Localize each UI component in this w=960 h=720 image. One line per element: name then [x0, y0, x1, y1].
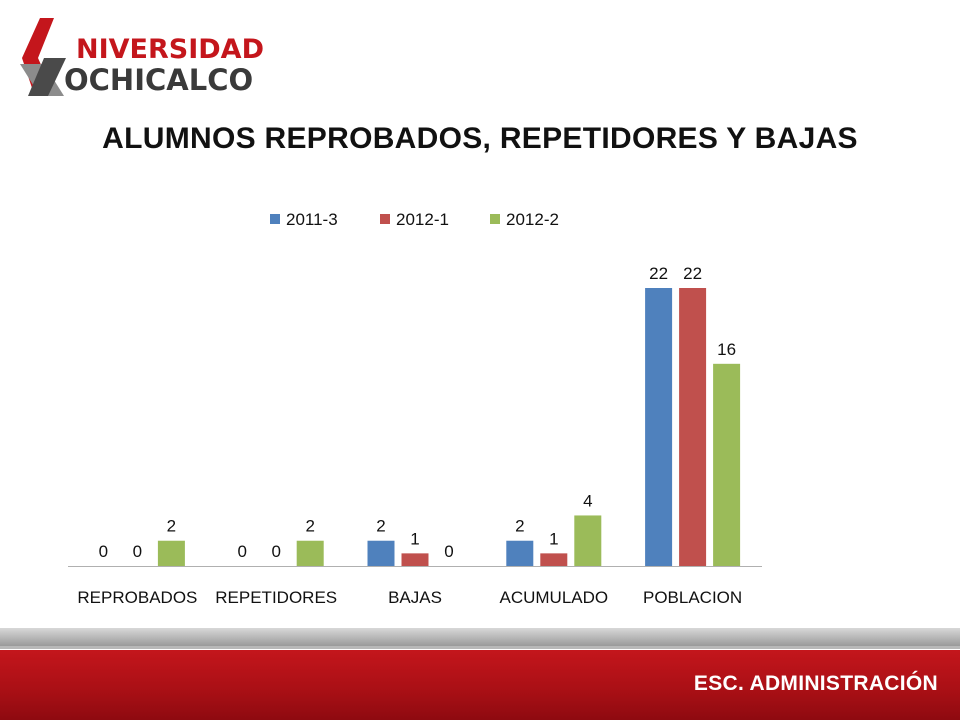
bar-acumulado-2011-3 [506, 540, 534, 566]
legend-label-2011-3: 2011-3 [286, 210, 338, 229]
footer-bar [0, 650, 960, 720]
footer-divider [0, 646, 960, 649]
x-tick-poblacion: POBLACION [643, 588, 742, 607]
footer-label: ESC. ADMINISTRACIÓN [693, 672, 938, 695]
logo-line1: NIVERSIDAD [76, 34, 264, 65]
logo-line2: OCHICALCO [64, 63, 253, 97]
legend-label-2012-2: 2012-2 [506, 210, 559, 229]
data-label-repetidores-2011-3: 0 [237, 542, 246, 561]
data-label-acumulado-2012-1: 1 [549, 529, 558, 548]
bar-poblacion-2012-2 [713, 363, 741, 566]
page-title: ALUMNOS REPROBADOS, REPETIDORES Y BAJAS [102, 122, 858, 155]
data-label-reprobados-2012-2: 2 [167, 517, 176, 536]
footer-gray-band [0, 628, 960, 646]
legend-swatch-2011-3 [270, 214, 280, 224]
bar-acumulado-2012-2 [574, 515, 602, 566]
x-tick-bajas: BAJAS [388, 588, 442, 607]
bar-acumulado-2012-1 [540, 553, 568, 566]
data-label-acumulado-2011-3: 2 [515, 517, 524, 536]
data-label-bajas-2012-1: 1 [410, 529, 419, 548]
bar-bajas-2012-1 [401, 553, 429, 566]
data-label-reprobados-2011-3: 0 [99, 542, 108, 561]
data-label-repetidores-2012-1: 0 [271, 542, 280, 561]
bar-poblacion-2012-1 [679, 288, 707, 566]
bar-reprobados-2012-2 [157, 540, 185, 566]
data-label-bajas-2011-3: 2 [376, 517, 385, 536]
x-tick-acumulado: ACUMULADO [499, 588, 608, 607]
bar-bajas-2011-3 [367, 540, 395, 566]
chart-bars [157, 288, 741, 566]
data-label-poblacion-2011-3: 22 [649, 264, 668, 283]
data-label-reprobados-2012-1: 0 [133, 542, 142, 561]
x-tick-repetidores: REPETIDORES [215, 588, 337, 607]
x-tick-reprobados: REPROBADOS [77, 588, 197, 607]
legend-label-2012-1: 2012-1 [396, 210, 449, 229]
chart-legend: 2011-3 2012-1 2012-2 [270, 210, 559, 229]
data-label-poblacion-2012-1: 22 [683, 264, 702, 283]
x-tick-labels: REPROBADOS REPETIDORES BAJAS ACUMULADO POBLA… [77, 588, 742, 607]
legend-swatch-2012-2 [490, 214, 500, 224]
data-label-repetidores-2012-2: 2 [305, 517, 314, 536]
bar-poblacion-2011-3 [645, 288, 673, 566]
data-label-poblacion-2012-2: 16 [717, 340, 736, 359]
bar-repetidores-2012-2 [296, 540, 324, 566]
data-label-acumulado-2012-2: 4 [583, 491, 592, 510]
data-label-bajas-2012-2: 0 [444, 542, 453, 561]
universidad-xochicalco-logo: NIVERSIDAD OCHICALCO [20, 18, 264, 97]
legend-swatch-2012-1 [380, 214, 390, 224]
